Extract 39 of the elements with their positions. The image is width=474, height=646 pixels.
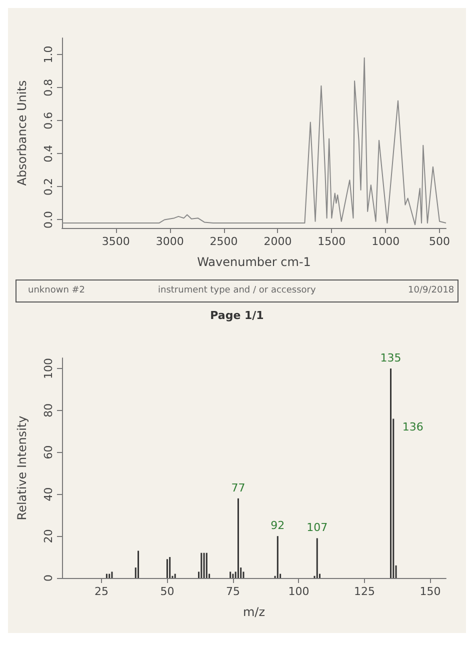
x-tick-label: 150: [420, 585, 441, 598]
y-axis-title: Absorbance Units: [15, 80, 29, 186]
x-axis-title: m/z: [242, 605, 266, 619]
annotation: 135: [380, 351, 402, 364]
x-tick-label: 2500: [210, 235, 238, 248]
x-tick-label: 100: [288, 585, 310, 598]
x-tick-label: 1000: [372, 235, 400, 248]
line-series: [62, 57, 446, 226]
y-tick-label: 100: [42, 358, 55, 379]
y-tick-label: 0.0: [42, 210, 55, 228]
annotation: 107: [306, 521, 328, 534]
x-tick-label: 3500: [102, 235, 130, 248]
x-tick-label: 1500: [318, 235, 346, 248]
x-axis-title: Wavenumber cm-1: [197, 255, 311, 269]
y-tick-label: 0.8: [42, 78, 55, 96]
y-tick-label: 0.2: [42, 178, 55, 196]
y-axis-title: Relative Intensity: [15, 416, 29, 520]
y-tick-label: 60: [42, 445, 55, 460]
text: instrument type and / or accessory: [158, 286, 316, 296]
y-tick-label: 1.0: [42, 46, 55, 64]
x-tick-label: 2000: [264, 235, 292, 248]
text: 10/9/2018: [408, 286, 454, 296]
annotation: 92: [270, 519, 285, 532]
y-tick-label: 40: [42, 487, 55, 502]
text: Page 1/1: [210, 309, 264, 322]
annotation: 77: [231, 481, 246, 494]
x-tick-label: 50: [160, 585, 174, 598]
x-tick-label: 500: [429, 235, 450, 248]
text: unknown #2: [28, 286, 86, 296]
x-tick-label: 3000: [156, 235, 184, 248]
x-tick-label: 25: [94, 585, 108, 598]
y-tick-label: 0.6: [42, 112, 55, 130]
y-tick-label: 20: [42, 529, 55, 544]
annotation: 136: [402, 420, 424, 434]
y-tick-label: 80: [42, 403, 55, 418]
y-tick-label: 0: [42, 574, 55, 582]
x-tick-label: 125: [354, 585, 375, 598]
x-tick-label: 75: [226, 585, 240, 598]
y-tick-label: 0.4: [42, 144, 55, 162]
